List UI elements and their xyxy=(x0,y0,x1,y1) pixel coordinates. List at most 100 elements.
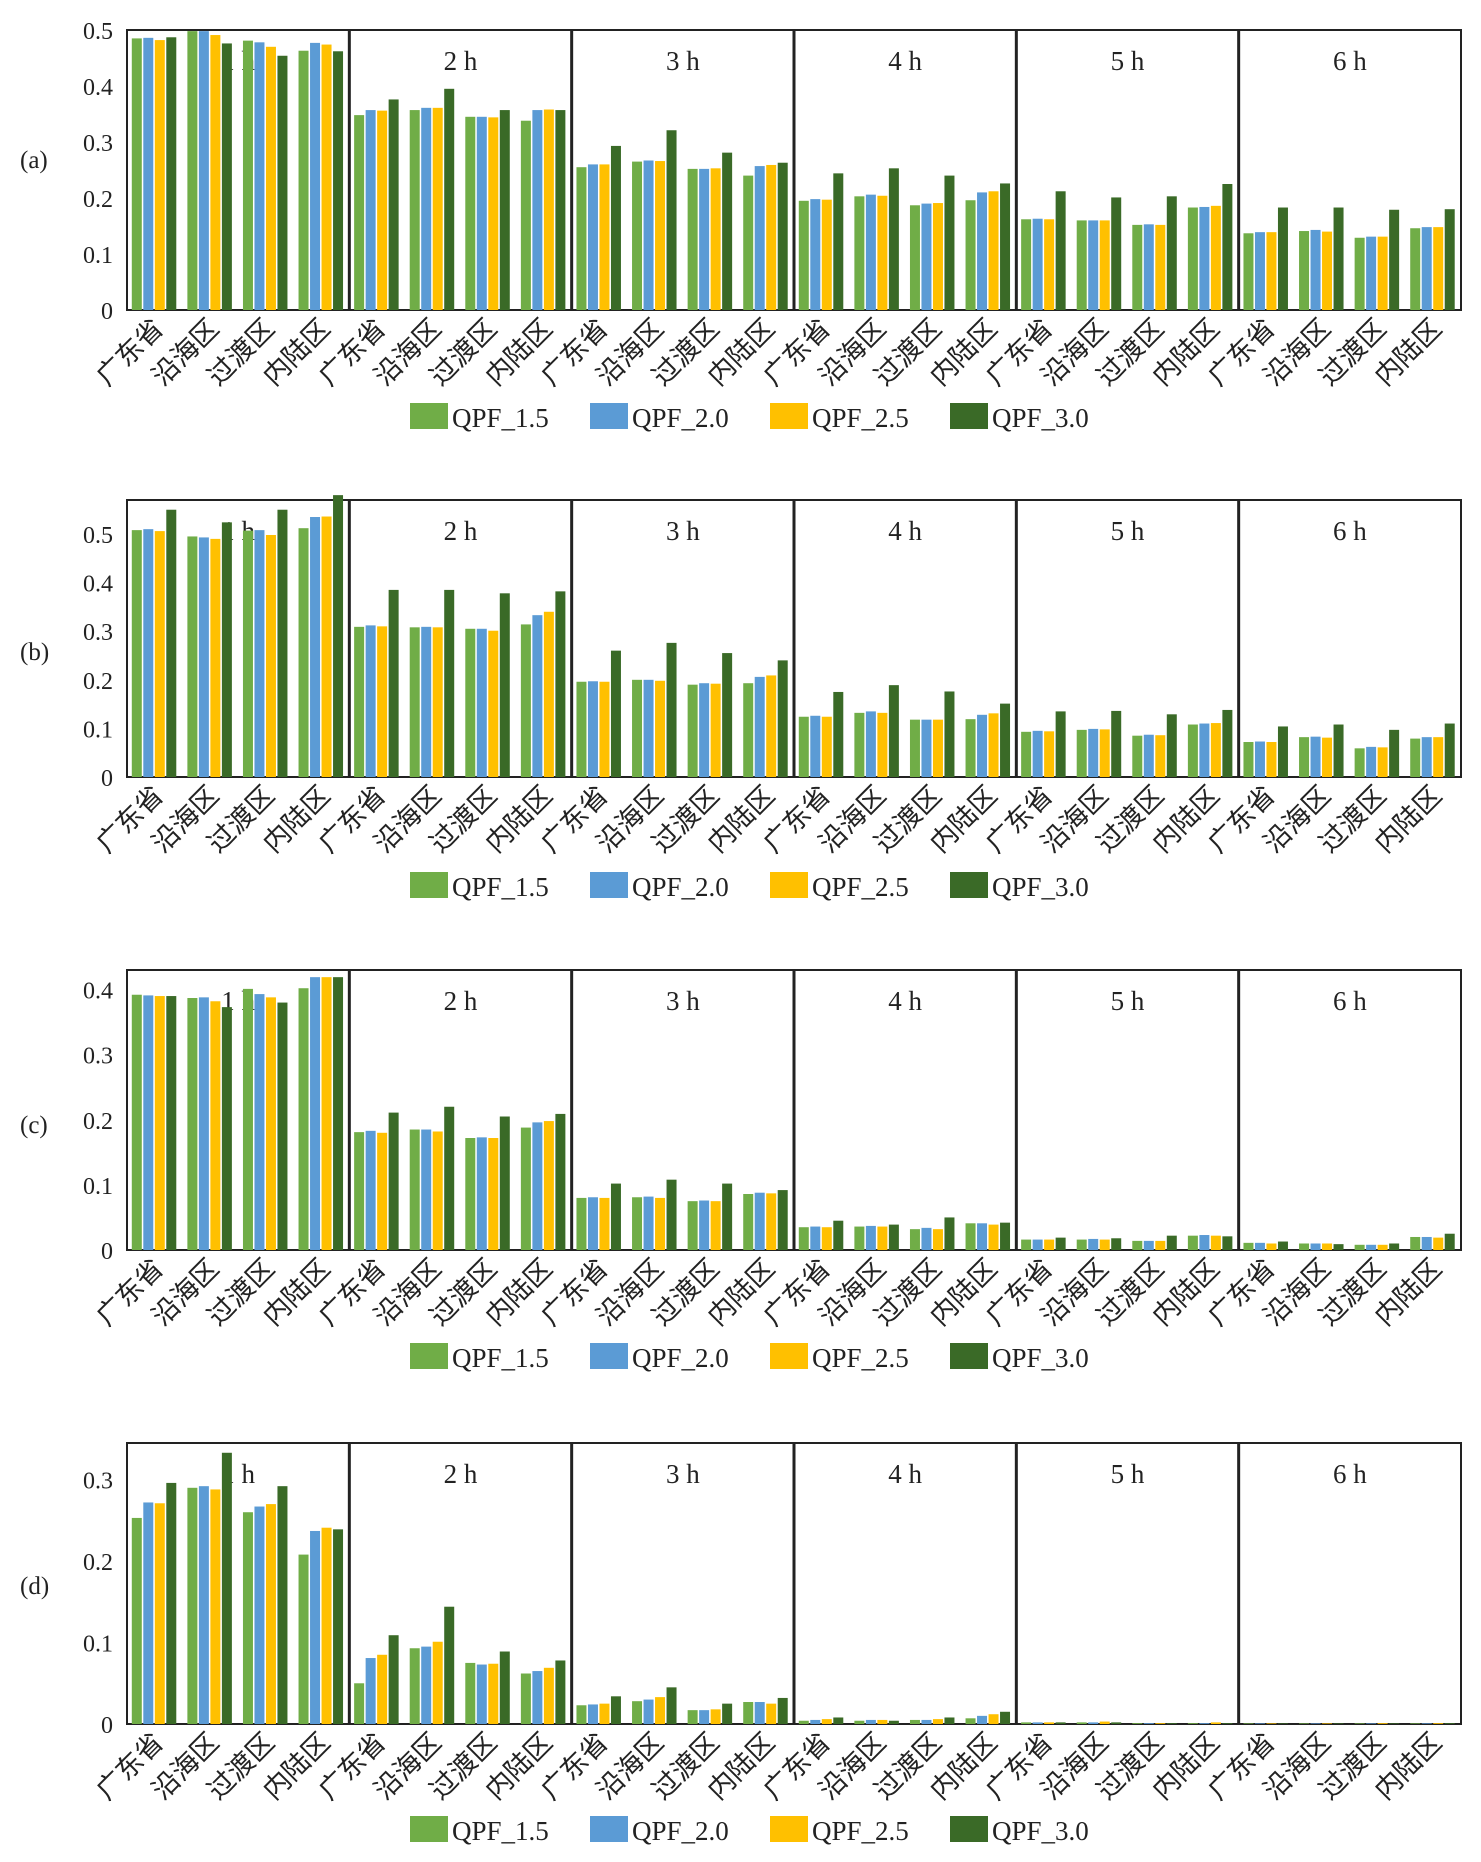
bar xyxy=(1155,1723,1166,1724)
bar xyxy=(555,591,566,777)
bar xyxy=(599,681,610,777)
group-label: 3 h xyxy=(666,986,700,1016)
legend-label: QPF_3.0 xyxy=(992,403,1089,433)
bar xyxy=(1277,726,1288,777)
bar xyxy=(576,1705,587,1724)
bar xyxy=(154,996,165,1250)
bar xyxy=(555,110,566,310)
bar xyxy=(655,1197,666,1250)
bar xyxy=(1243,1723,1254,1724)
bar xyxy=(655,680,666,777)
bar xyxy=(210,1001,221,1250)
bar xyxy=(154,1503,165,1724)
bar xyxy=(1366,1723,1377,1724)
y-tick-label: 0 xyxy=(101,1713,113,1739)
group-label: 6 h xyxy=(1333,46,1367,76)
bar xyxy=(1377,747,1388,777)
bar xyxy=(1076,220,1087,310)
bar xyxy=(1389,1243,1400,1250)
bar xyxy=(1132,224,1143,310)
bar xyxy=(1155,224,1166,310)
bar xyxy=(1444,209,1455,310)
bar xyxy=(265,1504,276,1724)
bar xyxy=(488,1138,499,1250)
bar xyxy=(754,676,765,777)
bar xyxy=(743,1702,754,1724)
legend-label: QPF_2.5 xyxy=(812,403,909,433)
legend-swatch xyxy=(590,1816,628,1842)
bar xyxy=(798,716,809,777)
bar xyxy=(543,109,554,311)
group-label: 2 h xyxy=(444,1459,478,1489)
bar xyxy=(710,1709,721,1724)
bar xyxy=(499,1116,510,1250)
bar xyxy=(643,1699,654,1724)
bar xyxy=(321,1527,332,1724)
panel-label: (c) xyxy=(20,1112,48,1139)
bar xyxy=(1055,191,1066,310)
bar xyxy=(1199,206,1210,310)
bar xyxy=(1322,1723,1333,1724)
bar xyxy=(1143,1723,1154,1724)
bar xyxy=(743,175,754,310)
legend-swatch xyxy=(950,1343,988,1369)
bar xyxy=(1143,224,1154,310)
legend-swatch xyxy=(410,1816,448,1842)
bar xyxy=(520,1127,531,1250)
bar xyxy=(1021,731,1032,777)
bar xyxy=(277,509,288,777)
bar xyxy=(687,168,698,310)
bar xyxy=(1076,1722,1087,1724)
bar xyxy=(242,40,253,310)
bar xyxy=(333,51,344,310)
bar xyxy=(988,1224,999,1250)
bar xyxy=(821,1719,832,1724)
bar xyxy=(909,205,920,310)
bar xyxy=(833,173,844,310)
bar xyxy=(643,679,654,777)
bar xyxy=(1099,220,1110,310)
bar xyxy=(131,994,142,1250)
legend-swatch xyxy=(590,1343,628,1369)
bar xyxy=(888,1224,899,1250)
bar xyxy=(666,1179,677,1250)
bar xyxy=(166,1482,177,1724)
bar xyxy=(977,714,988,777)
bar xyxy=(333,495,344,777)
bar xyxy=(187,31,198,311)
bar xyxy=(944,175,955,310)
bar xyxy=(143,37,154,311)
y-tick-label: 0.2 xyxy=(83,1550,113,1576)
bar xyxy=(254,1506,265,1724)
bar xyxy=(854,1226,865,1250)
bar xyxy=(798,200,809,310)
y-tick-label: 0 xyxy=(101,766,113,792)
bar xyxy=(587,164,598,310)
bar xyxy=(1000,1222,1011,1250)
bar xyxy=(865,711,876,777)
bar xyxy=(766,1193,777,1250)
group-label: 5 h xyxy=(1111,1459,1145,1489)
bar xyxy=(1366,1244,1377,1250)
bar xyxy=(988,713,999,777)
bar xyxy=(221,1452,232,1724)
panel-label: (b) xyxy=(20,639,49,666)
bar xyxy=(854,1720,865,1724)
bar xyxy=(722,1183,733,1250)
bar xyxy=(610,650,621,777)
bar xyxy=(833,1220,844,1250)
y-tick-label: 0 xyxy=(101,299,113,325)
bar xyxy=(1021,1239,1032,1250)
bar xyxy=(944,1717,955,1724)
bar xyxy=(377,626,388,777)
group-label: 5 h xyxy=(1111,46,1145,76)
bar xyxy=(1143,1240,1154,1250)
bar xyxy=(277,55,288,311)
bar xyxy=(1187,207,1198,310)
bar xyxy=(722,653,733,777)
bar xyxy=(409,1648,420,1724)
bar xyxy=(1310,1723,1321,1724)
bar xyxy=(754,1702,765,1724)
bar xyxy=(1000,183,1011,310)
bar xyxy=(198,997,209,1250)
